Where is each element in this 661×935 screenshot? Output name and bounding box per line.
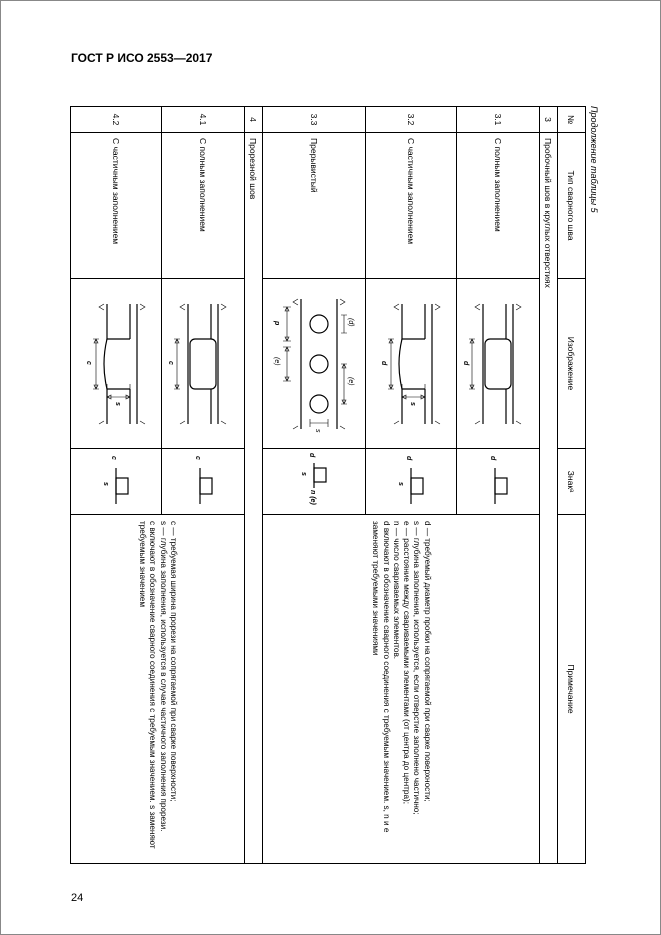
row-symbol: d s [366, 449, 457, 515]
sym-s: s [300, 472, 307, 476]
sym-s: s [397, 482, 404, 486]
weld-diagram-icon: s d [372, 289, 450, 439]
weld-symbol-icon: d s [391, 454, 431, 510]
dim-s: s [114, 402, 121, 406]
header-note: Примечание [558, 515, 586, 864]
section-row: 4 Прорезной шов [245, 107, 263, 864]
row-image: d [457, 279, 540, 449]
dim-d-paren: (d) [347, 318, 354, 327]
row-num: 4.1 [162, 107, 245, 133]
row-note: d — требуемый диаметр пробки на сопрягае… [263, 515, 540, 864]
weld-symbol-icon: c s [96, 454, 136, 510]
dim-e-paren: (e) [347, 377, 354, 386]
dim-p: p [273, 320, 280, 326]
header-image: Изображение [558, 279, 586, 449]
dim-c: c [85, 361, 92, 365]
weld-diagram-icon: s c [77, 289, 155, 439]
section-title: Прорезной шов [245, 133, 263, 864]
table-caption: Продолжение таблицы 5 [589, 106, 599, 866]
section-num: 3 [540, 107, 558, 133]
sym-d: d [405, 456, 412, 461]
row-type: Прерывистый [263, 133, 366, 279]
weld-diagram-icon: d [463, 289, 533, 439]
row-symbol: d n (e) s [263, 449, 366, 515]
section-num: 4 [245, 107, 263, 133]
row-type: С частичным заполнением [366, 133, 457, 279]
sym-d: d [489, 456, 496, 461]
row-num: 3.3 [263, 107, 366, 133]
sym-d: d [308, 453, 315, 458]
row-symbol: c [162, 449, 245, 515]
sym-c: c [194, 456, 201, 460]
row-note: c — требуемая ширина прорези на сопрягае… [71, 515, 245, 864]
header-symbol: Знакᵃ [558, 449, 586, 515]
row-num: 4.2 [71, 107, 162, 133]
dim-c: c [168, 361, 174, 365]
header-num: № [558, 107, 586, 133]
sym-s: s [102, 482, 109, 486]
section-title: Пробочный шов в круглых отверстиях [540, 133, 558, 864]
dim-d: d [380, 361, 387, 366]
page-number: 24 [71, 892, 83, 904]
section-row: 3 Пробочный шов в круглых отверстиях [540, 107, 558, 864]
table-row: 4.1 С полным заполнением c [162, 107, 245, 864]
row-type: С полным заполнением [457, 133, 540, 279]
weld-symbol-icon: d [481, 454, 515, 510]
table-row: 3.1 С полным заполнением d [457, 107, 540, 864]
row-type: С частичным заполнением [71, 133, 162, 279]
row-image: c [162, 279, 245, 449]
row-symbol: d [457, 449, 540, 515]
table-container: Продолжение таблицы 5 № Тип сварного шва… [99, 106, 599, 866]
table-header-row: № Тип сварного шва Изображение Знакᵃ При… [558, 107, 586, 864]
row-image: (d) (e) p (e) s [263, 279, 366, 449]
sym-ne: n (e) [309, 490, 316, 505]
weld-table: № Тип сварного шва Изображение Знакᵃ При… [70, 106, 586, 864]
row-num: 3.1 [457, 107, 540, 133]
row-symbol: c s [71, 449, 162, 515]
weld-symbol-icon: c [186, 454, 220, 510]
standard-code-header: ГОСТ Р ИСО 2553—2017 [71, 51, 612, 65]
document-page: ГОСТ Р ИСО 2553—2017 Продолжение таблицы… [0, 0, 661, 935]
dim-d: d [463, 361, 469, 366]
row-type: С полным заполнением [162, 133, 245, 279]
weld-symbol-icon: d n (e) s [294, 452, 334, 512]
dim-s-paren: s [314, 429, 321, 433]
row-image: s c [71, 279, 162, 449]
sym-c: c [110, 456, 117, 460]
weld-diagram-icon: (d) (e) p (e) s [269, 289, 359, 439]
row-image: s d [366, 279, 457, 449]
dim-e-paren2: (e) [273, 357, 280, 366]
weld-diagram-icon: c [168, 289, 238, 439]
row-num: 3.2 [366, 107, 457, 133]
dim-s: s [409, 402, 416, 406]
header-type: Тип сварного шва [558, 133, 586, 279]
